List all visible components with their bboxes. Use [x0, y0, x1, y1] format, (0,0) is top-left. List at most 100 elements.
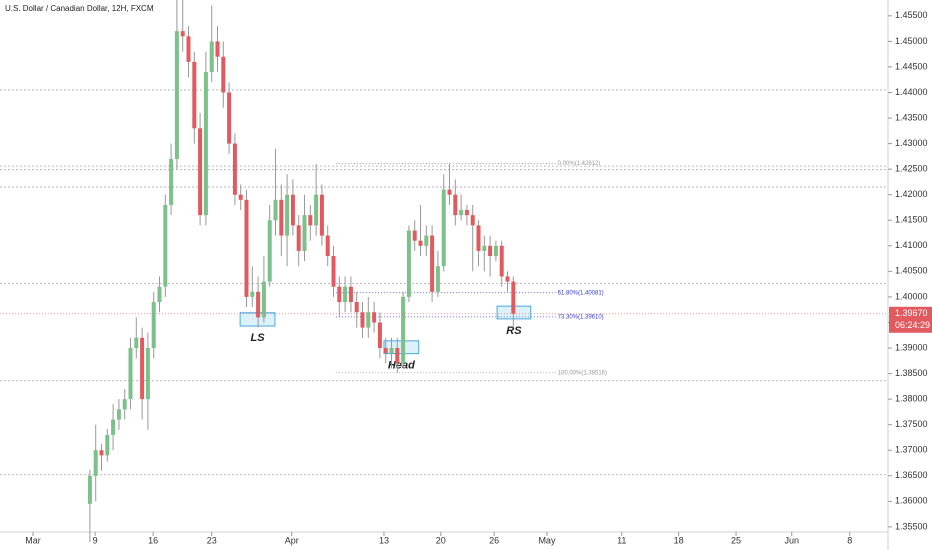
- candle-body: [221, 56, 226, 93]
- candle-body: [430, 235, 435, 292]
- y-tick-label: 1.36500: [895, 470, 928, 480]
- candle-body: [140, 337, 145, 400]
- x-tick-label: Apr: [285, 535, 299, 545]
- candle-body: [424, 235, 429, 246]
- y-tick-label: 1.43500: [895, 112, 928, 122]
- candle-body: [325, 235, 330, 257]
- candle-body: [215, 41, 220, 57]
- x-tick-label: 13: [379, 535, 389, 545]
- fib-label: 73.30%(1.39610): [558, 314, 604, 320]
- candle-body: [250, 291, 255, 297]
- fib-label: 61.80%(1.40081): [558, 290, 604, 296]
- candle-body: [412, 230, 417, 241]
- candle-body: [505, 276, 510, 282]
- price-tag-box: [889, 306, 932, 333]
- candle-body: [314, 194, 319, 226]
- candle-body: [99, 450, 104, 456]
- x-tick-label: 11: [617, 535, 626, 545]
- fib-label: 0.00%(1.42612): [558, 161, 601, 167]
- candle-body: [203, 72, 208, 216]
- candle-body: [435, 266, 440, 292]
- candle-body: [180, 31, 185, 37]
- candle-body: [377, 322, 382, 349]
- candle-body: [447, 189, 452, 195]
- x-tick-label: Mar: [25, 535, 41, 545]
- candle-body: [366, 312, 371, 328]
- candle-body: [348, 286, 353, 303]
- candle-body: [464, 210, 469, 216]
- y-tick-label: 1.41000: [895, 240, 928, 250]
- y-tick-label: 1.39000: [895, 342, 928, 352]
- candle-body: [169, 158, 174, 205]
- candle-body: [261, 281, 266, 318]
- candle-body: [511, 281, 516, 314]
- x-tick-label: May: [538, 535, 556, 545]
- y-tick-label: 1.44000: [895, 87, 928, 97]
- candle-body: [134, 337, 139, 349]
- candle-body: [238, 194, 243, 200]
- candle-body: [453, 194, 458, 216]
- zone-label: RS: [506, 325, 522, 337]
- y-tick-label: 1.36000: [895, 496, 928, 506]
- y-tick-label: 1.38500: [895, 368, 928, 378]
- candle-body: [151, 302, 156, 349]
- candle-body: [476, 225, 481, 251]
- candle-body: [87, 475, 92, 504]
- y-tick-label: 1.42500: [895, 164, 928, 174]
- candle-body: [418, 240, 423, 246]
- candle-body: [499, 245, 504, 277]
- y-tick-label: 1.37500: [895, 419, 928, 429]
- chart-title: U.S. Dollar / Canadian Dollar, 12H, FXCM: [5, 4, 154, 13]
- y-tick-label: 1.43000: [895, 138, 928, 148]
- y-tick-label: 1.42000: [895, 189, 928, 199]
- candle-body: [256, 291, 261, 318]
- candle-body: [285, 194, 290, 236]
- candle-body: [319, 194, 324, 236]
- candle-body: [273, 199, 278, 221]
- x-tick-label: 20: [436, 535, 446, 545]
- candle-body: [459, 210, 464, 216]
- candle-body: [343, 286, 348, 303]
- x-tick-label: 25: [731, 535, 741, 545]
- y-tick-label: 1.45500: [895, 10, 928, 20]
- x-tick-label: 16: [148, 535, 158, 545]
- candle-body: [105, 434, 110, 456]
- candle-body: [122, 399, 127, 410]
- zone-label: LS: [250, 332, 265, 344]
- x-tick-label: Jun: [784, 535, 799, 545]
- y-tick-label: 1.35500: [895, 521, 928, 531]
- candle-body: [267, 220, 272, 282]
- candle-body: [198, 128, 203, 216]
- candle-body: [128, 348, 133, 400]
- zone-label: Head: [388, 360, 415, 372]
- y-tick-label: 1.45000: [895, 36, 928, 46]
- candle-body: [227, 92, 232, 144]
- x-tick-label: 23: [207, 535, 217, 545]
- candle-body: [279, 199, 284, 236]
- y-tick-label: 1.41500: [895, 215, 928, 225]
- candle-body: [232, 143, 237, 195]
- candle-body: [441, 189, 446, 267]
- candle-body: [482, 245, 487, 251]
- x-tick-label: 9: [93, 535, 98, 545]
- fib-label: 100.00%(1.38516): [558, 370, 607, 376]
- y-tick-label: 1.37000: [895, 445, 928, 455]
- candle-body: [145, 348, 150, 400]
- candle-body: [302, 215, 307, 251]
- candle-body: [493, 245, 498, 257]
- candle-body: [192, 61, 197, 129]
- candle-body: [111, 419, 116, 435]
- y-tick-label: 1.40000: [895, 291, 928, 301]
- candle-body: [308, 215, 313, 226]
- candle-body: [360, 312, 365, 328]
- price-tag: 1.39670: [895, 308, 928, 318]
- candle-body: [174, 31, 179, 159]
- candle-body: [209, 41, 214, 73]
- candle-body: [186, 36, 191, 62]
- candle-body: [389, 348, 394, 354]
- x-tick-label: 26: [489, 535, 499, 545]
- y-tick-label: 1.40500: [895, 266, 928, 276]
- candle-body: [116, 409, 121, 420]
- x-tick-label: 18: [674, 535, 684, 545]
